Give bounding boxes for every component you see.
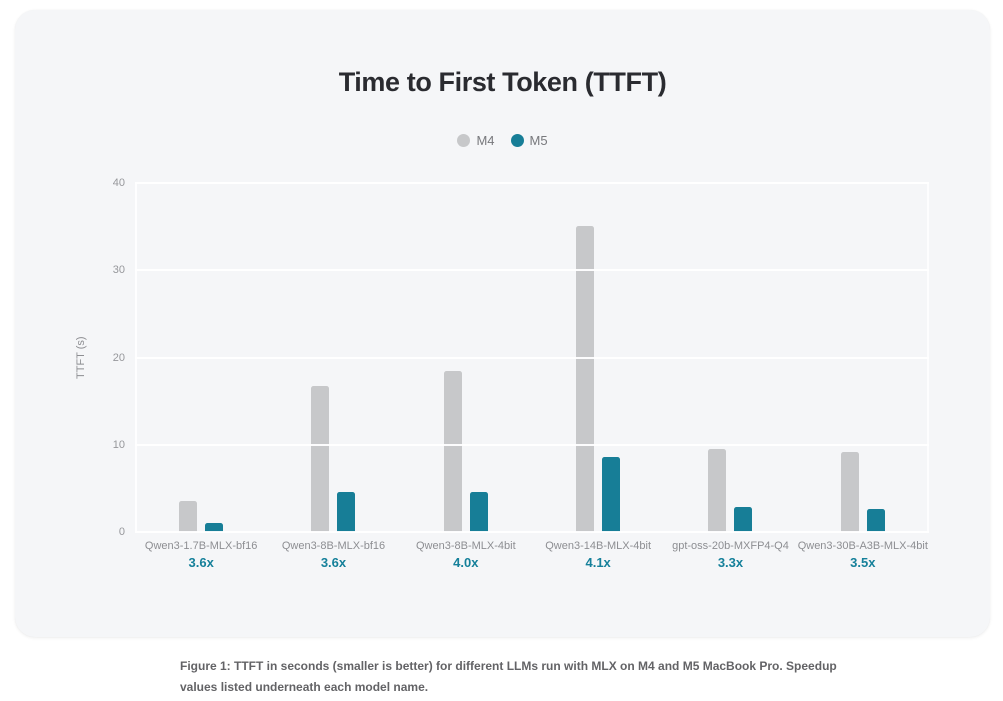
bar-group-3 (400, 183, 532, 532)
speedup-label: 3.6x (320, 555, 347, 570)
model-name-label: Qwen3-14B-MLX-4bit (545, 540, 652, 552)
legend-item-m5: M5 (510, 133, 548, 148)
bar-group-4 (532, 183, 664, 532)
x-label-cell-3: Qwen3-8B-MLX-4bit 4.0x (400, 540, 532, 570)
legend-dot-m4 (457, 134, 471, 147)
speedup-label: 3.5x (850, 555, 876, 570)
legend-label: M4 (476, 133, 495, 148)
bar-m5-3 (469, 492, 488, 532)
speedup-label: 4.0x (453, 555, 479, 570)
y-axis-title: TTFT (s) (75, 336, 87, 379)
x-label-cell-5: gpt-oss-20b-MXFP4-Q4 3.3x (664, 540, 796, 570)
bar-m4-4 (576, 226, 595, 532)
figure-caption-line2: values listed underneath each model name… (180, 680, 429, 694)
y-tick-label-20: 20 (112, 351, 125, 364)
bar-groups (135, 183, 929, 532)
model-name-label: Qwen3-30B-A3B-MLX-4bit (797, 540, 928, 552)
bar-group-5 (664, 183, 796, 532)
bar-group-6 (797, 183, 929, 532)
model-name-label: gpt-oss-20b-MXFP4-Q4 (672, 540, 789, 552)
bar-m4-1 (179, 501, 198, 532)
legend-dot-m5 (510, 134, 524, 147)
x-label-cell-6: Qwen3-30B-A3B-MLX-4bit 3.5x (797, 540, 929, 570)
gridline-10 (135, 443, 929, 446)
figure-caption: Figure 1: TTFT in seconds (smaller is be… (180, 656, 880, 698)
speedup-label: 4.1x (585, 555, 611, 570)
plot-area: TTFT (s) 0 10 20 30 40 (75, 177, 929, 538)
y-tick-label-0: 0 (118, 526, 125, 538)
speedup-label: 3.6x (188, 555, 214, 570)
gridline-40 (135, 182, 929, 184)
gridline-20 (135, 356, 929, 359)
x-label-cell-2: Qwen3-8B-MLX-bf16 3.6x (267, 540, 399, 570)
x-axis-labels: Qwen3-1.7B-MLX-bf16 3.6x Qwen3-8B-MLX-bf16… (135, 540, 929, 570)
model-name-label: Qwen3-8B-MLX-4bit (415, 540, 516, 552)
speedup-label: 3.3x (717, 555, 744, 570)
bar-m5-2 (337, 492, 356, 532)
chart-legend: M4 M5 (15, 133, 990, 148)
bar-m5-6 (866, 509, 885, 532)
bar-m5-5 (734, 507, 753, 532)
y-tick-label-10: 10 (112, 438, 125, 451)
model-name-label: Qwen3-8B-MLX-bf16 (281, 540, 386, 552)
model-name-label: Qwen3-1.7B-MLX-bf16 (144, 540, 258, 552)
legend-item-m4: M4 (457, 133, 495, 148)
x-label-cell-4: Qwen3-14B-MLX-4bit 4.1x (532, 540, 664, 570)
figure-caption-line1: Figure 1: TTFT in seconds (smaller is be… (180, 659, 837, 673)
chart-card: Time to First Token (TTFT) M4 M5 TTFT (s)… (15, 10, 990, 637)
bar-m4-6 (840, 452, 859, 532)
bar-m4-2 (311, 386, 330, 532)
bar-m4-3 (443, 371, 462, 532)
y-tick-label-40: 40 (112, 177, 125, 189)
chart-title: Time to First Token (TTFT) (338, 67, 667, 97)
gridline-0 (135, 531, 929, 533)
x-label-cell-1: Qwen3-1.7B-MLX-bf16 3.6x (135, 540, 267, 570)
gridline-30 (135, 269, 929, 272)
bar-group-1 (135, 183, 267, 532)
bar-m5-1 (205, 523, 224, 532)
legend-label: M5 (529, 133, 548, 148)
bar-group-2 (267, 183, 399, 532)
bar-m5-4 (602, 457, 621, 532)
bar-m4-5 (708, 449, 727, 532)
y-tick-label-30: 30 (112, 264, 125, 277)
